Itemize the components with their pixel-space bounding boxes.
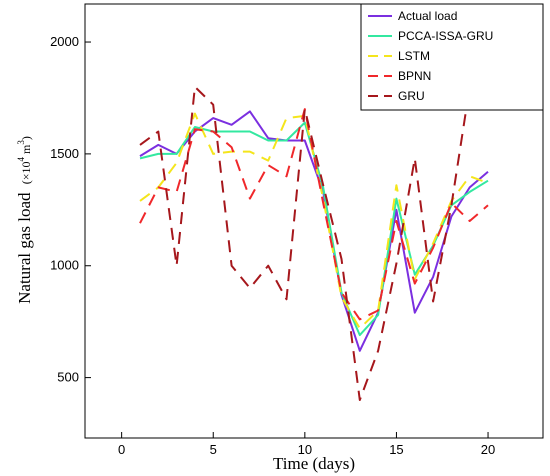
legend-label: BPNN <box>398 69 431 83</box>
y-axis-ticks: 500 1000 1500 2000 <box>50 34 91 385</box>
x-tick-label: 20 <box>481 442 495 457</box>
x-tick-label: 5 <box>210 442 217 457</box>
x-tick-label: 10 <box>298 442 312 457</box>
x-axis-title: Time (days) <box>273 454 355 473</box>
legend-label: GRU <box>398 89 425 103</box>
legend-label: LSTM <box>398 49 430 63</box>
y-axis-title: Natural gas load (×104 m3) <box>15 136 34 304</box>
plot-frame <box>84 3 544 439</box>
legend-label: PCCA-ISSA-GRU <box>398 29 493 43</box>
y-tick-label: 1000 <box>50 258 79 273</box>
series-line-gru <box>139 43 489 401</box>
y-tick-label: 2000 <box>50 34 79 49</box>
series-line-bpnn <box>139 108 489 321</box>
y-tick-label: 500 <box>57 370 79 385</box>
series-line-actual-load <box>139 110 489 352</box>
x-tick-label: 0 <box>118 442 125 457</box>
legend: Actual load PCCA-ISSA-GRU LSTM BPNN GRU <box>360 3 544 111</box>
y-tick-label: 1500 <box>50 146 79 161</box>
legend-label: Actual load <box>398 9 457 23</box>
x-axis-ticks: 0 5 10 15 20 <box>118 432 495 457</box>
series-line-pcca-issa-gru <box>139 121 489 337</box>
x-tick-label: 15 <box>389 442 403 457</box>
series-layer <box>139 43 489 401</box>
